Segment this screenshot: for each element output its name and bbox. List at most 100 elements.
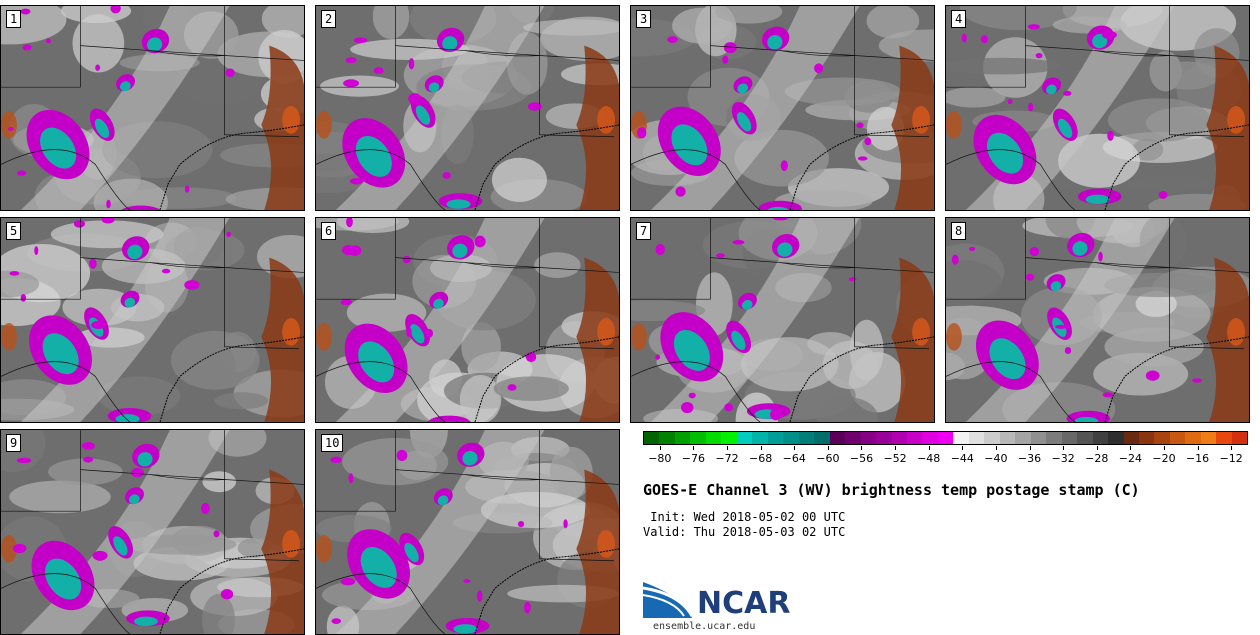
panel-number-label: 9 [6,434,22,452]
colorbar-tick [1197,446,1199,450]
colorbar-tick [1130,446,1132,450]
panel-number-label: 5 [6,222,22,240]
colorbar-tick [760,446,762,450]
colorbar-swatch [999,432,1016,444]
colorbar-tick-label: −80 [648,452,672,465]
colorbar-tick [827,446,829,450]
ensemble-member-panel: 1 [0,5,305,211]
panel-number-label: 6 [321,222,337,240]
colorbar-swatch [906,432,923,444]
colorbar-tick-label: −20 [1152,452,1176,465]
colorbar-swatch [953,432,969,444]
logo-url: ensemble.ucar.edu [653,621,756,632]
colorbar-tick [928,446,930,450]
colorbar-tick-label: −24 [1118,452,1142,465]
ncar-logo-text: NCAR [697,586,791,621]
colorbar-swatch [752,432,768,444]
colorbar-tick [659,446,661,450]
colorbar-swatch [721,432,737,444]
ensemble-member-panel: 7 [630,217,935,423]
colorbar-tick-label: −44 [950,452,974,465]
colorbar-swatch [736,432,753,444]
colorbar-tick-label: −72 [715,452,739,465]
panel-number-label: 7 [636,222,652,240]
colorbar-tick [1029,446,1031,450]
colorbar-swatch [1046,432,1062,444]
colorbar-swatch [814,432,830,444]
colorbar-tick [693,446,695,450]
colorbar-tick [995,446,997,450]
colorbar-swatch [798,432,815,444]
colorbar-tick [1096,446,1098,450]
colorbar-tick [1163,446,1165,450]
colorbar-swatch [829,432,846,444]
ensemble-member-panel: 9 [0,429,305,635]
panel-number-label: 2 [321,10,337,28]
colorbar-swatch [1139,432,1155,444]
colorbar-swatch [937,432,954,444]
figure-title: GOES-E Channel 3 (WV) brightness temp po… [643,481,1140,499]
colorbar-swatch [876,432,892,444]
colorbar-swatch [1185,432,1201,444]
colorbar-tick [962,446,964,450]
colorbar-tick [861,446,863,450]
colorbar-ticks: −80 −76 −72 −68 −64 −60 −56 −52 −48 −44 −40 −36 −32−… [643,446,1248,470]
init-time: Init: Wed 2018-05-02 00 UTC [643,510,846,524]
colorbar-swatch [1216,432,1232,444]
panel-number-label: 8 [951,222,967,240]
colorbar-swatch [922,432,938,444]
colorbar-tick [895,446,897,450]
colorbar-tick-label: −56 [849,452,874,465]
colorbar-swatch [1123,432,1139,444]
colorbar-swatch [767,432,784,444]
panel-number-label: 10 [321,434,344,452]
panel-number-label: 4 [951,10,967,28]
valid-time: Valid: Thu 2018-05-03 02 UTC [643,525,846,539]
panel-number-label: 3 [636,10,652,28]
ncar-logo-icon [642,582,694,618]
colorbar-swatch [1030,432,1047,444]
colorbar-swatch [860,432,877,444]
ensemble-member-panel: 4 [945,5,1250,211]
colorbar-swatch [1108,432,1124,444]
ensemble-member-panel: 10 [315,429,620,635]
colorbar-tick-label: −12 [1219,452,1243,465]
colorbar-tick [1231,446,1233,450]
colorbar-tick-label: −52 [883,452,907,465]
colorbar-swatch [644,432,660,444]
colorbar-swatch [845,432,861,444]
colorbar-tick-label: −32 [1051,452,1075,465]
colorbar-swatch [1169,432,1186,444]
colorbar-swatch [705,432,722,444]
colorbar-swatch [783,432,799,444]
colorbar-swatch [984,432,1000,444]
colorbar-tick-label: −60 [816,452,840,465]
colorbar [643,431,1248,445]
colorbar-tick-label: −76 [681,452,706,465]
colorbar-swatch [968,432,985,444]
colorbar-tick-label: −68 [749,452,773,465]
colorbar-swatch [1092,432,1109,444]
colorbar-swatch [659,432,675,444]
colorbar-tick-label: −28 [1085,452,1109,465]
colorbar-tick [794,446,796,450]
ensemble-member-panel: 3 [630,5,935,211]
ensemble-member-panel: 6 [315,217,620,423]
colorbar-swatch [891,432,907,444]
colorbar-swatch [1200,432,1217,444]
colorbar-swatch [1015,432,1031,444]
colorbar-swatch [1061,432,1078,444]
ensemble-member-panel: 2 [315,5,620,211]
colorbar-tick-label: −64 [782,452,806,465]
colorbar-tick-label: −36 [1017,452,1042,465]
panel-number-label: 1 [6,10,22,28]
colorbar-swatch [1231,432,1248,444]
colorbar-swatch [674,432,691,444]
colorbar-swatch [1154,432,1170,444]
colorbar-swatch [1077,432,1093,444]
ensemble-member-panel: 5 [0,217,305,423]
colorbar-tick-label: −16 [1185,452,1210,465]
colorbar-tick-label: −40 [984,452,1008,465]
colorbar-swatch [690,432,706,444]
colorbar-tick-label: −48 [917,452,941,465]
